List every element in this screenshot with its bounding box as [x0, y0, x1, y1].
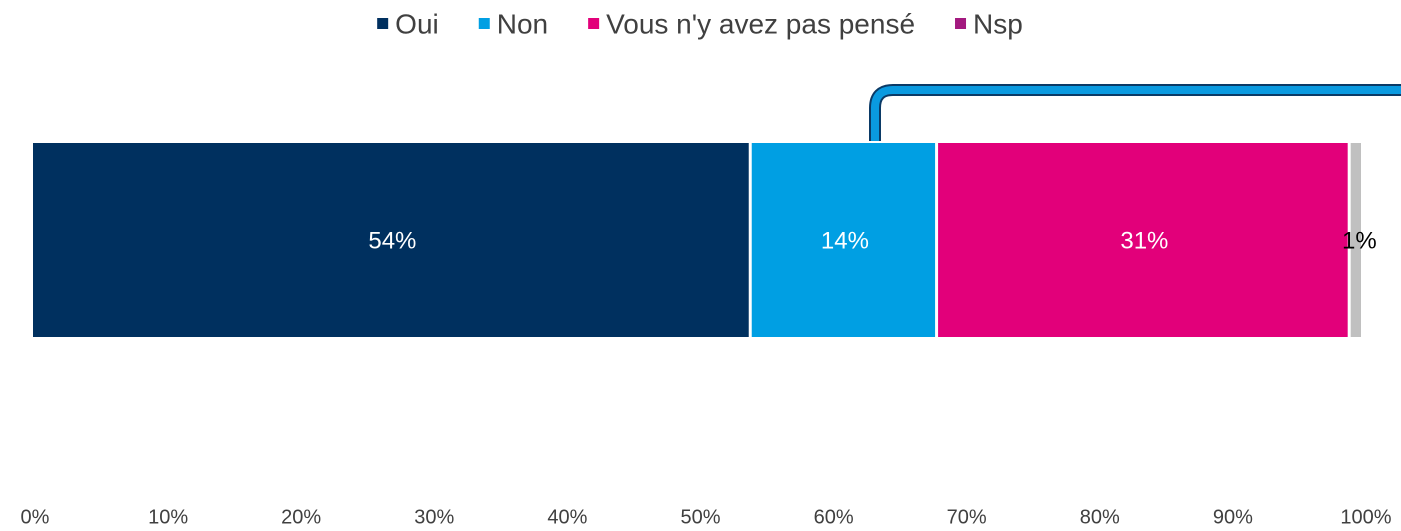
x-tick-label: 40% [547, 506, 587, 528]
legend-label: Vous n'y avez pas pensé [606, 8, 915, 39]
data-label: 14% [821, 227, 869, 254]
data-label: 1% [1342, 227, 1377, 254]
x-tick-label: 50% [680, 506, 720, 528]
legend-marker [478, 18, 490, 29]
x-tick-label: 80% [1080, 506, 1120, 528]
legend-marker [955, 18, 967, 29]
legend-marker [588, 18, 600, 29]
legend-marker [377, 18, 389, 29]
x-tick-label: 70% [947, 506, 987, 528]
legend-label: Non [497, 8, 548, 39]
legend-label: Nsp [973, 8, 1023, 39]
x-tick-label: 90% [1213, 506, 1253, 528]
bar-segment [1350, 143, 1361, 337]
callout-bracket [869, 84, 1401, 141]
x-tick-label: 10% [148, 506, 188, 528]
data-label: 31% [1120, 227, 1168, 254]
data-label: 54% [368, 227, 416, 254]
x-tick-label: 60% [814, 506, 854, 528]
legend-label: Oui [395, 8, 439, 39]
x-tick-label: 0% [21, 506, 50, 528]
bar-segment [33, 143, 749, 337]
bar-segment [751, 143, 936, 337]
x-tick-label: 30% [414, 506, 454, 528]
bar-segment [938, 143, 1348, 337]
x-tick-label: 20% [281, 506, 321, 528]
callout-bracket-fill [871, 86, 1401, 141]
x-tick-label: 100% [1340, 506, 1391, 528]
